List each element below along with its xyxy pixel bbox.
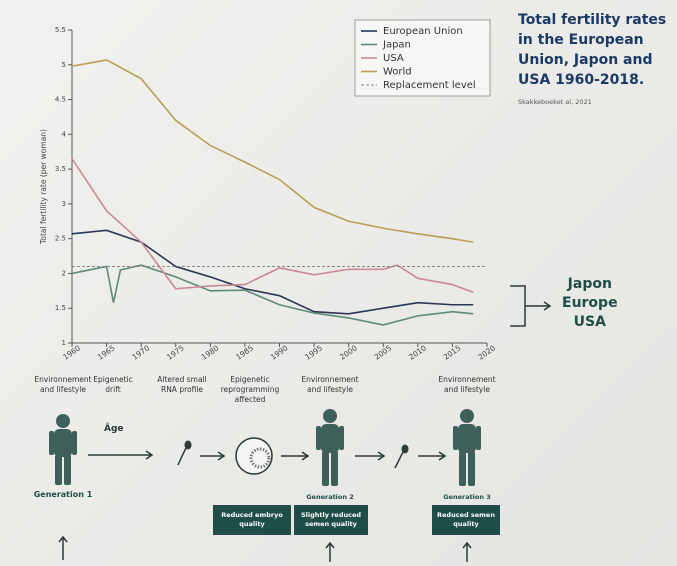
age-label: Âge <box>104 424 124 434</box>
x-tick-label: 2015 <box>442 343 463 361</box>
source: Skakkeboeket al, 2021 <box>518 98 592 106</box>
country-annotation: Japon Europe USA <box>562 275 618 332</box>
human-figures <box>49 409 481 486</box>
x-tick-label: 2020 <box>476 343 497 361</box>
step-label: Environnement and lifestyle <box>301 375 359 394</box>
y-tick-label: 3.5 <box>55 165 66 173</box>
x-tick-label: 1995 <box>303 343 324 361</box>
series-line <box>71 59 474 243</box>
x-tick-label: 2005 <box>373 343 394 361</box>
step-label: Environnement and lifestyle <box>438 375 496 394</box>
effect-box: Slightly reduced semen quality <box>294 505 368 535</box>
x-tick-label: 1990 <box>269 343 290 361</box>
y-tick-label: 2 <box>62 269 66 277</box>
x-tick-label: 1980 <box>200 343 221 361</box>
generation-label: Generation 2 <box>306 493 354 501</box>
legend-label: European Union <box>383 26 463 37</box>
step-label: Environnement and lifestyle <box>34 375 92 394</box>
x-tick-label: 1970 <box>130 343 151 361</box>
x-tick-label: 2010 <box>407 343 428 361</box>
y-tick-label: 4.5 <box>55 96 66 104</box>
step-label: Epigenetic drift <box>93 375 133 394</box>
step-label: Altered small RNA profile <box>157 375 207 394</box>
legend-label: USA <box>383 53 404 64</box>
series-line <box>71 158 474 293</box>
y-tick-label: 3 <box>62 200 66 208</box>
legend-label: Replacement level <box>383 80 476 91</box>
step-label: Epigenetic reprogramming affected <box>220 375 280 404</box>
y-axis-label: Total fertility rate (per woman) <box>39 129 48 245</box>
series-line <box>71 264 474 326</box>
annotation: USA <box>573 314 606 330</box>
effect-box: Reduced embryo quality <box>213 505 291 535</box>
legend-label: World <box>383 67 412 78</box>
annotation: Japon <box>567 276 612 292</box>
generation-label: Generation 3 <box>443 493 491 501</box>
x-tick-label: 1975 <box>165 343 186 361</box>
annotation: Europe <box>562 295 618 311</box>
legend-label: Japan <box>382 40 411 51</box>
x-tick-label: 2000 <box>338 343 359 361</box>
y-tick-label: 5 <box>62 61 66 69</box>
chart-title: Total fertility rates in the European Un… <box>518 12 667 88</box>
y-tick-label: 1.5 <box>55 304 66 312</box>
y-tick-label: 5.5 <box>55 26 66 34</box>
effect-box: Reduced semen quality <box>432 505 500 535</box>
y-tick-label: 1 <box>62 339 66 347</box>
cells <box>184 437 409 475</box>
x-tick-label: 1985 <box>234 343 255 361</box>
y-tick-label: 4 <box>62 130 67 138</box>
y-tick-label: 2.5 <box>55 235 66 243</box>
legend-box <box>354 19 491 97</box>
flow-arrows <box>58 285 552 562</box>
x-tick-label: 1965 <box>96 343 117 361</box>
generation-label: Generation 1 <box>33 490 93 499</box>
